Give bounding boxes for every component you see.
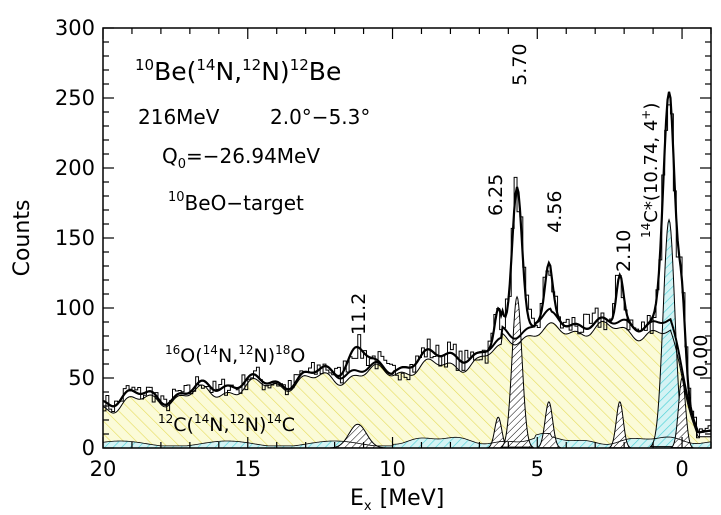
c14-a: 14 bbox=[639, 223, 653, 238]
peak-label-2-10: 2.10 bbox=[613, 230, 635, 272]
x-tick-label: 0 bbox=[675, 457, 688, 481]
carbon-f: N) bbox=[245, 414, 267, 436]
x-axis-title-main: E bbox=[350, 486, 364, 511]
c14-b: C*(10.74, 4 bbox=[641, 120, 662, 223]
axis-ticks bbox=[102, 27, 712, 449]
oxygen-d: N, bbox=[218, 345, 238, 367]
oxygen-c: 14 bbox=[203, 343, 218, 357]
peak-label-11-2: 11.2 bbox=[348, 293, 370, 335]
reaction-e: 12 bbox=[242, 56, 261, 74]
carbon-c: 14 bbox=[194, 412, 209, 426]
oxygen-a: 16 bbox=[165, 343, 180, 357]
oxygen-reaction-label: 16O(14N,12N)18O bbox=[165, 343, 305, 367]
y-tick-label: 150 bbox=[55, 226, 95, 250]
y-tick-label: 50 bbox=[68, 366, 95, 390]
reaction-label: 10Be(14N,12N)12Be bbox=[135, 56, 341, 86]
x-axis-title: Ex [MeV] bbox=[350, 486, 444, 514]
y-tick-label: 250 bbox=[55, 86, 95, 110]
target-rest: BeO−target bbox=[185, 191, 304, 215]
y-axis-title: Counts bbox=[10, 200, 35, 277]
q-value-sub: 0 bbox=[178, 157, 186, 172]
y-tick-label: 200 bbox=[55, 156, 95, 180]
oxygen-g: 18 bbox=[275, 343, 290, 357]
carbon-reaction-label: 12C(14N,12N)14C bbox=[158, 412, 295, 436]
carbon-background-line bbox=[103, 432, 711, 447]
q-value-q: Q bbox=[162, 144, 178, 168]
oxygen-background-line bbox=[103, 320, 711, 438]
carbon-d: N, bbox=[209, 414, 229, 436]
peak-label-6-25: 6.25 bbox=[485, 174, 507, 216]
carbon-a: 12 bbox=[158, 412, 173, 426]
oxygen-background-area bbox=[103, 321, 711, 448]
reaction-g: 12 bbox=[290, 56, 309, 74]
peak-label-0-00: 0.00 bbox=[690, 335, 712, 377]
reaction-b: Be( bbox=[154, 57, 196, 86]
peak-label-5-70: 5.70 bbox=[509, 43, 531, 85]
angle-range-label: 2.0°−5.3° bbox=[270, 105, 370, 129]
oxygen-h: O bbox=[290, 345, 305, 367]
x-axis-title-unit: [MeV] bbox=[380, 486, 445, 511]
target-label: 10BeO−target bbox=[168, 190, 304, 215]
carbon-e: 12 bbox=[230, 412, 245, 426]
reaction-f: N) bbox=[261, 57, 289, 86]
total-fit-line bbox=[103, 91, 711, 434]
q-value-rest: =−26.94MeV bbox=[186, 144, 320, 168]
x-tick-label: 15 bbox=[234, 457, 261, 481]
reaction-h: Be bbox=[309, 57, 342, 86]
c14-d: ) bbox=[641, 103, 662, 110]
peak-label-4-56: 4.56 bbox=[544, 190, 566, 232]
reaction-c: 14 bbox=[196, 56, 215, 74]
carbon-g: 14 bbox=[266, 412, 281, 426]
y-tick-label: 0 bbox=[82, 436, 95, 460]
oxygen-b: O( bbox=[180, 345, 202, 367]
y-tick-label: 300 bbox=[55, 16, 95, 40]
data-histogram bbox=[103, 104, 711, 439]
be12-peak-components bbox=[329, 218, 694, 448]
x-tick-label: 5 bbox=[531, 457, 544, 481]
carbon-b: C( bbox=[173, 414, 194, 436]
y-tick-label: 100 bbox=[55, 296, 95, 320]
component-peak-3 bbox=[536, 401, 562, 448]
x-tick-label: 10 bbox=[379, 457, 406, 481]
reaction-a: 10 bbox=[135, 56, 154, 74]
component-peak-2 bbox=[499, 295, 535, 448]
oxygen-e: 12 bbox=[238, 343, 253, 357]
beam-energy-label: 216MeV bbox=[138, 105, 220, 129]
oxygen-f: N) bbox=[253, 345, 275, 367]
c14-excited-label: 14C*(10.74, 4+) bbox=[639, 103, 662, 238]
reaction-d: N, bbox=[215, 57, 242, 86]
c14-c: + bbox=[639, 110, 653, 120]
q-value-label: Q0=−26.94MeV bbox=[162, 144, 320, 172]
x-tick-label: 20 bbox=[90, 457, 117, 481]
x-axis-title-sub: x bbox=[364, 499, 372, 514]
carbon-h: C bbox=[282, 414, 295, 436]
component-peak-4 bbox=[608, 401, 632, 448]
target-sup: 10 bbox=[168, 190, 185, 205]
peak-labels: 5.70 6.25 4.56 2.10 11.2 0.00 bbox=[348, 43, 712, 377]
